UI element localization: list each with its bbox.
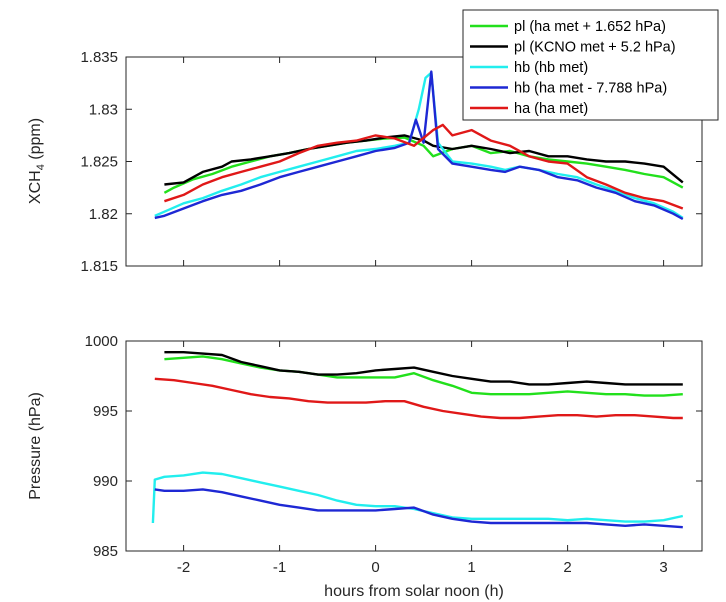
legend-label-pl-ha-met-1-652-hpa: pl (ha met + 1.652 hPa) <box>514 19 666 35</box>
xch4-ticks: 1.815 1.82 1.825 1.83 1.835 <box>80 49 702 275</box>
x-tick-label: 3 <box>659 559 667 576</box>
x-tick-label: 0 <box>371 559 379 576</box>
x-tick-label: 2 <box>563 559 571 576</box>
xch4-y-axis-label: XCH4 (ppm) <box>27 118 47 204</box>
pressure-y-axis-label: Pressure (hPa) <box>27 392 44 500</box>
x-axis-label: hours from solar noon (h) <box>324 583 504 600</box>
y-tick-label: 1.815 <box>80 258 118 275</box>
y-tick-label: 1.825 <box>80 154 118 171</box>
series-line-hb-ha-met-7-788-hpa <box>154 488 683 529</box>
legend-label-hb-ha-met-7-788-hpa: hb (ha met - 7.788 hPa) <box>514 81 667 97</box>
pressure-series <box>151 351 684 529</box>
legend-box <box>462 9 719 121</box>
series-line-pl-ha-met-1-652-hpa <box>164 355 683 397</box>
series-line-ha-ha-met <box>154 377 683 420</box>
series-line-pl-kcno-met-5-2-hpa <box>164 351 683 386</box>
xch4-series <box>154 70 684 221</box>
pressure-plot-box <box>125 340 703 552</box>
y-tick-label: 990 <box>93 473 118 490</box>
y-tick-label: 1.83 <box>89 101 118 118</box>
y-tick-label: 985 <box>93 543 118 560</box>
y-tick-label: 1000 <box>85 333 118 350</box>
legend-label-hb-hb-met: hb (hb met) <box>514 60 588 76</box>
x-tick-label: 1 <box>467 559 475 576</box>
y-tick-label: 1.82 <box>89 206 118 223</box>
legend: pl (ha met + 1.652 hPa) pl (KCNO met + 5.… <box>462 9 719 121</box>
x-tick-label: -1 <box>273 559 286 576</box>
legend-label-ha-ha-met: ha (ha met) <box>514 101 588 117</box>
y-tick-label: 995 <box>93 403 118 420</box>
legend-items: pl (ha met + 1.652 hPa) pl (KCNO met + 5.… <box>470 19 676 117</box>
pressure-ticks: 985 990 995 1000 -2 -1 0 1 2 3 <box>85 333 702 576</box>
y-tick-label: 1.835 <box>80 49 118 66</box>
series-line-pl-ha-met-1-652-hpa <box>163 136 684 194</box>
series-line-hb-ha-met-7-788-hpa <box>154 70 684 221</box>
legend-label-pl-kcno-met-5-2-hpa: pl (KCNO met + 5.2 hPa) <box>514 40 676 56</box>
x-tick-label: -2 <box>177 559 190 576</box>
series-line-hb-hb-met <box>154 71 684 219</box>
series-line-ha-ha-met <box>164 123 684 210</box>
pressure-axes: 985 990 995 1000 -2 -1 0 1 2 3 Pressure (hPa) hou… <box>27 333 703 600</box>
